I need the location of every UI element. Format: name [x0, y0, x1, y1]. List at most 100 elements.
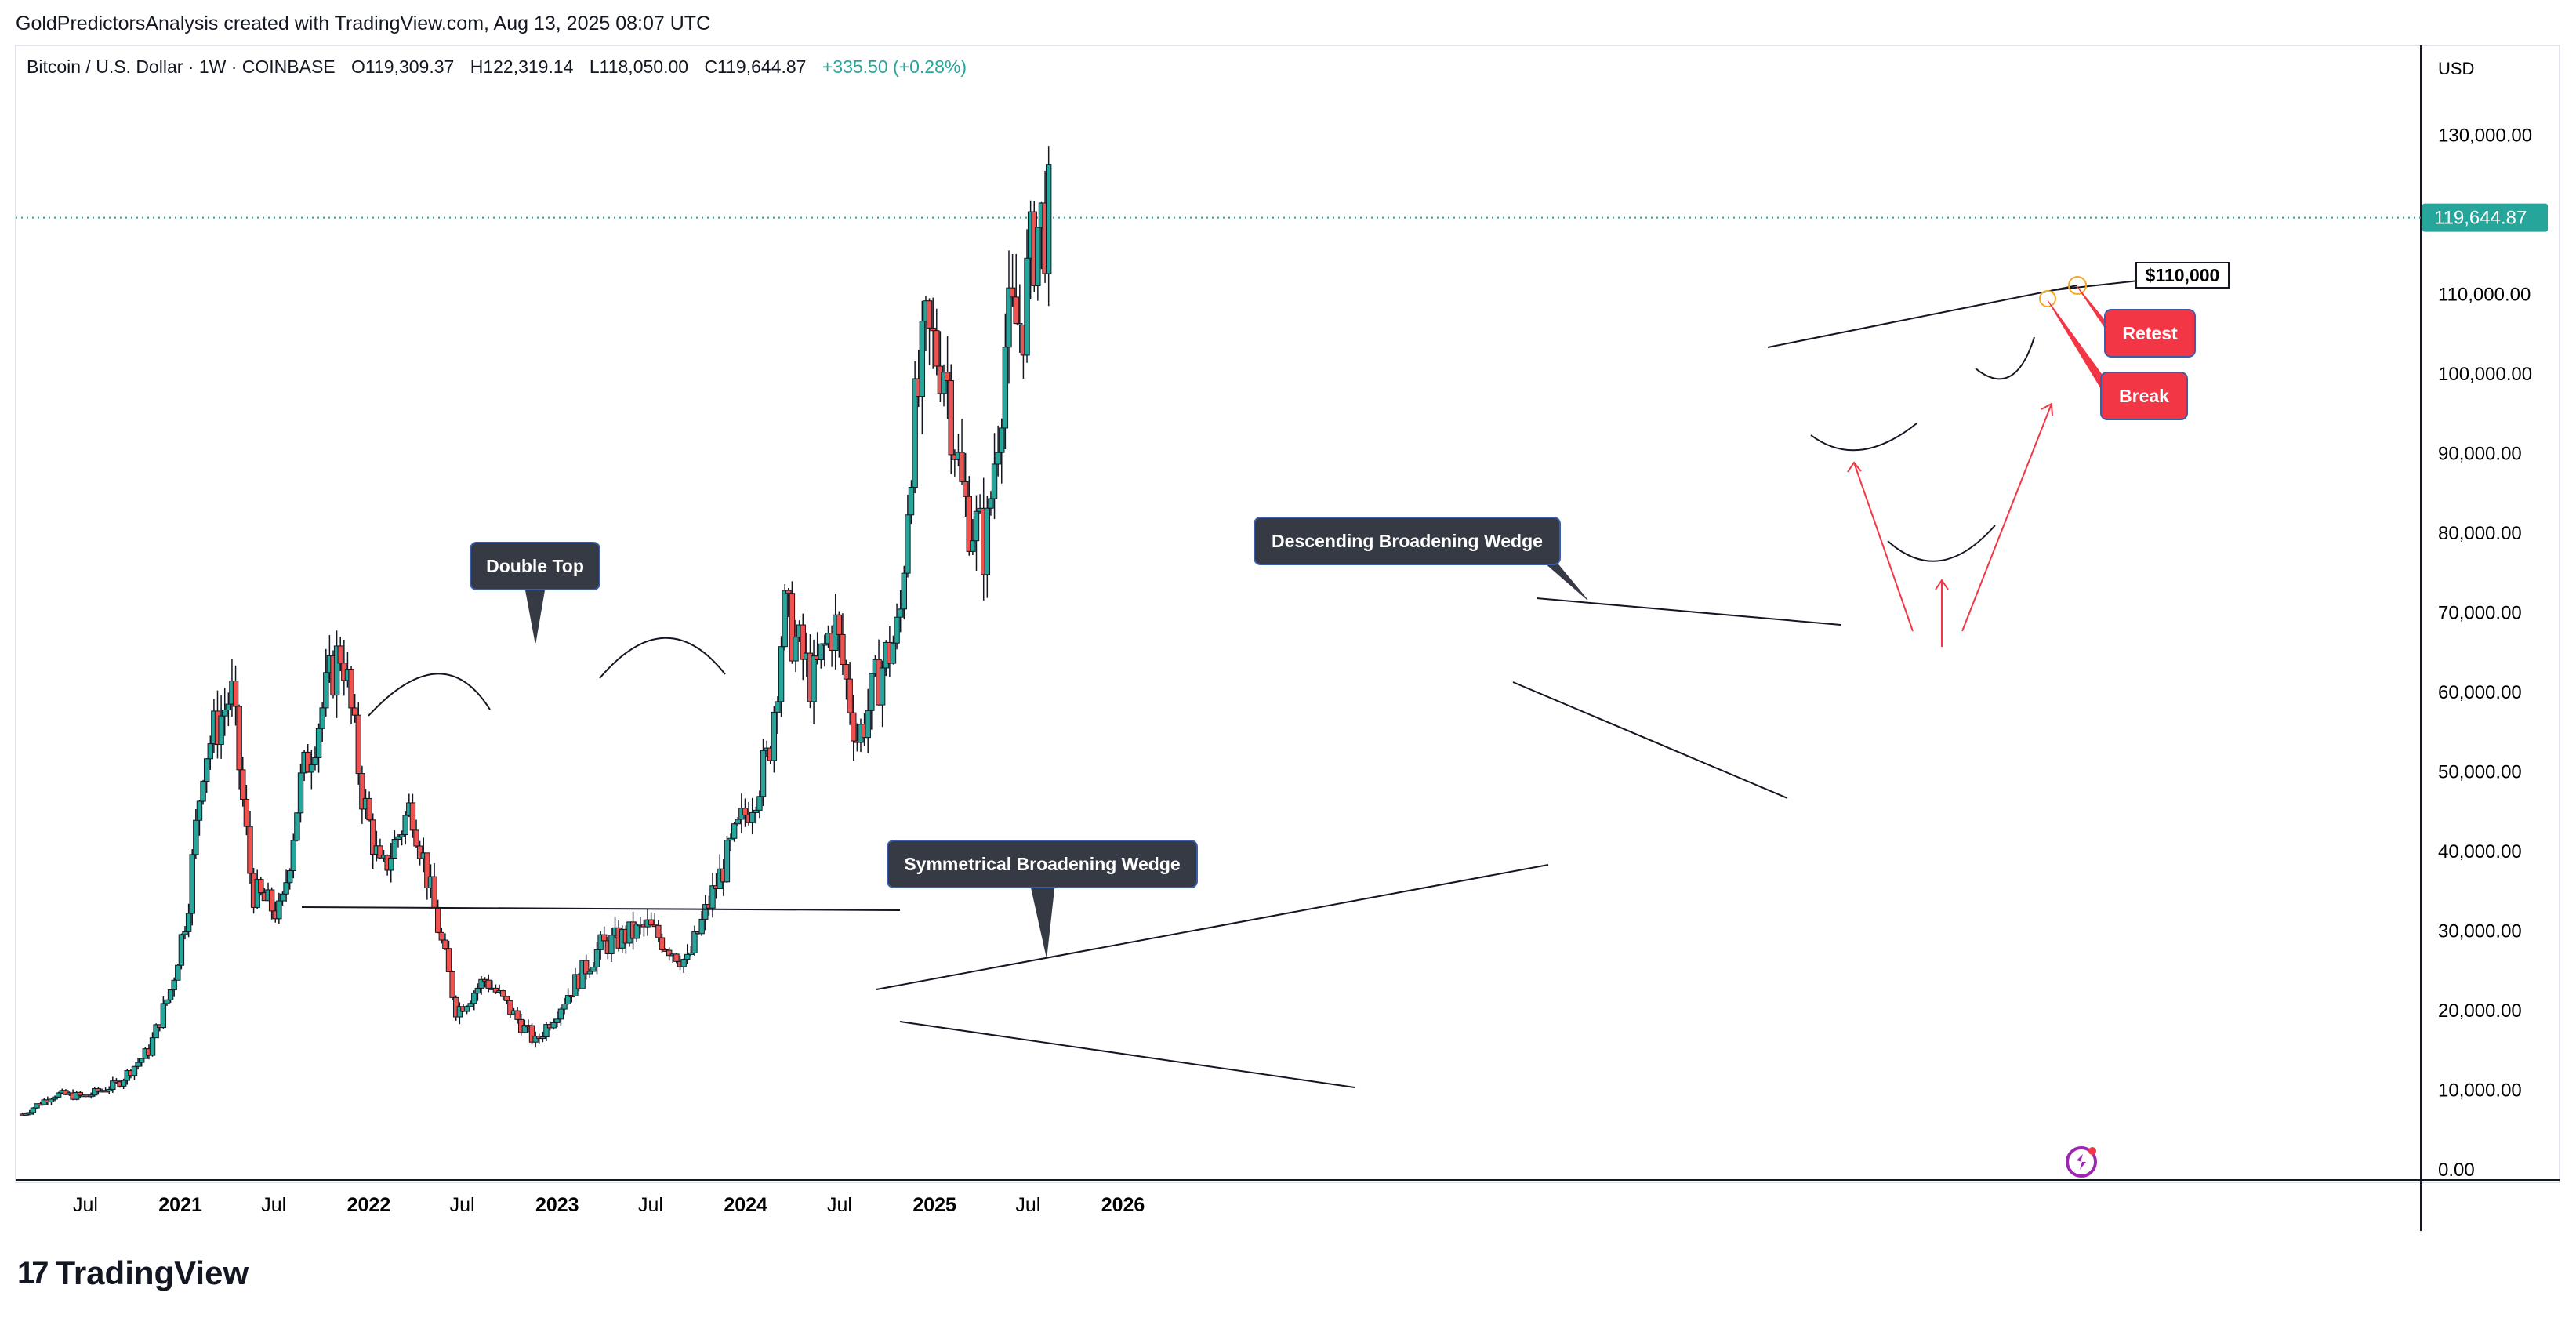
candle[interactable] — [702, 895, 709, 931]
retest-marker[interactable] — [2068, 276, 2087, 295]
candle[interactable] — [869, 673, 875, 730]
price-level-label[interactable]: $110,000 — [2135, 262, 2230, 289]
trendline[interactable] — [876, 864, 1549, 990]
candle[interactable] — [160, 996, 167, 1029]
candle[interactable] — [138, 1058, 145, 1067]
candle[interactable] — [521, 1019, 528, 1033]
candle[interactable] — [727, 833, 734, 851]
candle[interactable] — [499, 989, 506, 1000]
candle[interactable] — [742, 798, 749, 827]
candle[interactable] — [586, 968, 593, 978]
candle[interactable] — [543, 1022, 550, 1041]
candle[interactable] — [999, 418, 1005, 484]
candle[interactable] — [785, 587, 792, 618]
candle[interactable] — [467, 1000, 473, 1007]
sparkle-icon[interactable] — [2066, 1146, 2097, 1178]
candle[interactable] — [315, 723, 322, 773]
candle[interactable] — [901, 565, 908, 620]
candle[interactable] — [185, 903, 192, 938]
candle[interactable] — [218, 695, 224, 759]
candle[interactable] — [88, 1092, 94, 1099]
candle[interactable] — [503, 996, 510, 1004]
candle[interactable] — [92, 1087, 98, 1097]
candle[interactable] — [52, 1095, 58, 1102]
candle[interactable] — [34, 1103, 40, 1110]
candle[interactable] — [30, 1106, 37, 1115]
pattern-arc[interactable] — [1887, 525, 1996, 562]
candle[interactable] — [120, 1078, 127, 1090]
candle[interactable] — [778, 636, 785, 717]
candle[interactable] — [912, 361, 918, 494]
candle[interactable] — [789, 581, 796, 664]
candle[interactable] — [749, 797, 756, 835]
candle[interactable] — [167, 989, 174, 1004]
candle[interactable] — [554, 1011, 561, 1028]
candle[interactable] — [193, 808, 199, 859]
candle[interactable] — [735, 816, 741, 826]
candle[interactable] — [698, 910, 705, 936]
candle[interactable] — [941, 364, 947, 407]
candle[interactable] — [297, 764, 304, 823]
candle[interactable] — [514, 1007, 521, 1024]
candle[interactable] — [756, 790, 763, 819]
candle[interactable] — [323, 648, 329, 717]
candle[interactable] — [395, 833, 401, 848]
candle[interactable] — [897, 590, 904, 633]
candle[interactable] — [684, 944, 691, 964]
candle[interactable] — [818, 643, 824, 669]
candle[interactable] — [240, 757, 246, 807]
candle[interactable] — [203, 758, 210, 793]
candle[interactable] — [1006, 250, 1012, 384]
candle[interactable] — [843, 659, 850, 700]
candle[interactable] — [135, 1058, 141, 1070]
candle[interactable] — [207, 735, 213, 770]
candle[interactable] — [564, 988, 571, 1005]
callout-descending-wedge[interactable]: Descending Broadening Wedge — [1254, 517, 1588, 601]
candle[interactable] — [164, 999, 170, 1006]
candle[interactable] — [1045, 146, 1052, 307]
candle[interactable] — [811, 639, 817, 724]
candle[interactable] — [673, 953, 680, 964]
candle[interactable] — [55, 1091, 62, 1098]
candle[interactable] — [528, 1023, 535, 1045]
candle[interactable] — [402, 811, 408, 845]
candle[interactable] — [149, 1032, 156, 1057]
candle[interactable] — [27, 1109, 33, 1116]
candle[interactable] — [95, 1087, 102, 1095]
candle[interactable] — [377, 838, 383, 859]
candle[interactable] — [463, 1005, 470, 1015]
candle[interactable] — [691, 925, 698, 956]
arrow[interactable] — [1961, 402, 2053, 632]
candle[interactable] — [1002, 313, 1009, 450]
candle[interactable] — [196, 800, 203, 836]
candle[interactable] — [77, 1091, 84, 1098]
candle[interactable] — [182, 926, 188, 940]
candle[interactable] — [894, 603, 900, 650]
candle[interactable] — [232, 665, 239, 726]
candle[interactable] — [247, 811, 253, 884]
candle[interactable] — [492, 984, 499, 994]
candle[interactable] — [905, 494, 911, 578]
candle[interactable] — [294, 812, 300, 842]
candle[interactable] — [561, 997, 568, 1015]
candle[interactable] — [934, 308, 940, 376]
candle[interactable] — [970, 518, 976, 555]
callout-symmetrical-wedge[interactable]: Symmetrical Broadening Wedge — [887, 840, 1198, 957]
candle[interactable] — [1024, 229, 1030, 363]
candle[interactable] — [189, 849, 195, 926]
candle[interactable] — [984, 496, 991, 598]
candle[interactable] — [359, 765, 365, 824]
candle[interactable] — [1017, 284, 1023, 353]
candle[interactable] — [337, 637, 343, 672]
tradingview-logo[interactable]: 17 TradingView — [17, 1254, 249, 1292]
candle[interactable] — [431, 863, 437, 909]
pattern-arc[interactable] — [599, 637, 726, 679]
candle[interactable] — [333, 630, 340, 718]
pattern-arc[interactable] — [1810, 423, 1917, 452]
candle[interactable] — [409, 793, 416, 838]
candle[interactable] — [659, 933, 666, 953]
candle[interactable] — [1013, 253, 1019, 325]
candle[interactable] — [633, 921, 640, 942]
candle[interactable] — [222, 688, 228, 736]
candle[interactable] — [445, 940, 452, 972]
